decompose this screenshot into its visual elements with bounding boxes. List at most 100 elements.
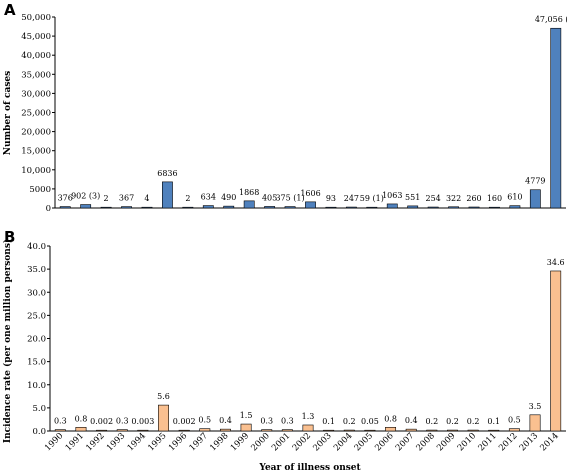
data-label-1993: 367 — [119, 194, 134, 203]
x-tick-label-1990: 1990 — [43, 431, 65, 453]
y-tick-label: 50,000 — [21, 13, 51, 23]
data-label-2003: 93 — [326, 194, 336, 203]
bar-2003 — [323, 429, 335, 432]
x-tick-label-2006: 2006 — [373, 431, 395, 453]
bar-1994 — [141, 206, 153, 209]
x-tick-label-2005: 2005 — [353, 431, 375, 453]
x-tick-label-2012: 2012 — [497, 431, 519, 453]
y-tick-label: 20,000 — [21, 128, 51, 138]
panel-b-x-axis-title: Year of illness onset — [258, 463, 361, 473]
bar-1999 — [240, 423, 252, 432]
data-label-2005: 59 (1) — [360, 194, 384, 203]
bar-1993 — [116, 429, 128, 432]
x-tick-label-2000: 2000 — [249, 431, 271, 453]
y-tick-label: 0.0 — [32, 427, 46, 437]
data-label-1995: 5.6 — [157, 392, 170, 401]
y-tick-label: 10,000 — [21, 166, 51, 176]
bar-2001 — [284, 206, 296, 209]
bar-2011 — [488, 429, 500, 432]
data-label-1992: 2 — [104, 194, 109, 203]
y-tick-label: 30.0 — [27, 288, 46, 298]
data-label-1997: 0.5 — [198, 416, 211, 425]
data-label-2008: 0.2 — [425, 417, 438, 426]
data-label-2010: 260 — [466, 194, 481, 203]
data-label-2011: 160 — [487, 194, 502, 203]
data-label-1993: 0.3 — [116, 417, 129, 426]
data-label-2002: 1.3 — [302, 412, 315, 421]
bar-2014 — [550, 270, 562, 432]
data-label-2012: 0.5 — [508, 416, 521, 425]
x-tick-label-1996: 1996 — [167, 431, 189, 453]
bar-1993 — [121, 206, 132, 209]
data-label-1999: 1.5 — [240, 411, 253, 420]
bar-1991 — [75, 426, 87, 432]
x-tick-label-2010: 2010 — [456, 431, 478, 453]
data-label-2005: 0.05 — [361, 417, 379, 426]
data-label-1994: 0.003 — [131, 417, 154, 426]
data-label-1992: 0.002 — [90, 417, 113, 426]
x-tick-label-2013: 2013 — [518, 431, 540, 453]
y-tick-label: 10.0 — [27, 381, 46, 391]
x-tick-label-2014: 2014 — [538, 431, 560, 453]
bar-2012 — [508, 428, 520, 432]
bar-2013 — [529, 414, 541, 432]
data-label-2009: 322 — [446, 194, 461, 203]
panel-a-y-axis-title: Number of cases — [3, 71, 13, 155]
y-tick-label: 20.0 — [27, 335, 46, 345]
bar-2008 — [427, 206, 439, 209]
panel-b-bars — [54, 270, 562, 432]
bar-2000 — [264, 206, 276, 209]
bar-1992 — [96, 429, 108, 432]
x-tick-label-2001: 2001 — [270, 431, 292, 453]
y-tick-label: 40.0 — [27, 242, 46, 252]
bar-1992 — [100, 206, 112, 209]
y-tick-label: 30,000 — [21, 89, 51, 99]
y-tick-label: 15.0 — [27, 358, 46, 368]
x-tick-label-1997: 1997 — [188, 431, 210, 453]
data-label-1996: 0.002 — [173, 417, 196, 426]
data-label-2014: 34.6 — [547, 258, 565, 267]
bar-2003 — [325, 206, 337, 209]
data-label-1990: 0.3 — [54, 417, 67, 426]
y-tick-label: 5000 — [29, 185, 51, 195]
data-label-2014: 47,056 (6) — [535, 15, 567, 24]
data-label-2004: 0.2 — [343, 417, 356, 426]
bar-1996 — [182, 206, 194, 209]
x-tick-label-2004: 2004 — [332, 431, 354, 453]
data-label-2004: 247 — [344, 194, 359, 203]
data-label-2003: 0.1 — [322, 417, 335, 426]
data-label-1995: 6836 — [157, 169, 177, 178]
y-tick-label: 25.0 — [27, 311, 46, 321]
bar-2006 — [385, 426, 397, 432]
bar-2009 — [448, 206, 459, 209]
data-label-1994: 4 — [144, 194, 149, 203]
data-label-2000: 0.3 — [260, 417, 273, 426]
bar-2000 — [261, 429, 273, 432]
bar-1998 — [223, 205, 235, 209]
data-label-2001: 0.3 — [281, 417, 294, 426]
bar-2014 — [550, 27, 562, 209]
panel-a-cases-chart: A Number of cases 0 5000 10,000 15,000 20,00… — [3, 1, 567, 214]
bar-2010 — [468, 206, 480, 209]
data-label-1991: 902 (3) — [71, 192, 100, 201]
y-tick-label: 40,000 — [21, 51, 51, 61]
bar-1991 — [80, 204, 92, 209]
x-tick-label-2003: 2003 — [311, 431, 333, 453]
data-label-1991: 0.8 — [75, 414, 88, 423]
panel-a-bars — [59, 27, 562, 209]
bar-2006 — [386, 203, 398, 209]
bar-2007 — [405, 428, 417, 432]
y-tick-label: 5.0 — [32, 404, 46, 414]
x-tick-label-2008: 2008 — [415, 431, 437, 453]
bar-1997 — [202, 205, 214, 209]
y-tick-label: 0 — [46, 204, 51, 214]
data-label-1997: 634 — [201, 193, 216, 202]
x-tick-label-2011: 2011 — [477, 431, 499, 453]
x-tick-label-2002: 2002 — [291, 431, 313, 453]
data-label-2011: 0.1 — [487, 417, 500, 426]
bar-1997 — [199, 428, 211, 432]
data-label-1990: 376 — [58, 194, 73, 203]
bar-2011 — [489, 206, 500, 209]
